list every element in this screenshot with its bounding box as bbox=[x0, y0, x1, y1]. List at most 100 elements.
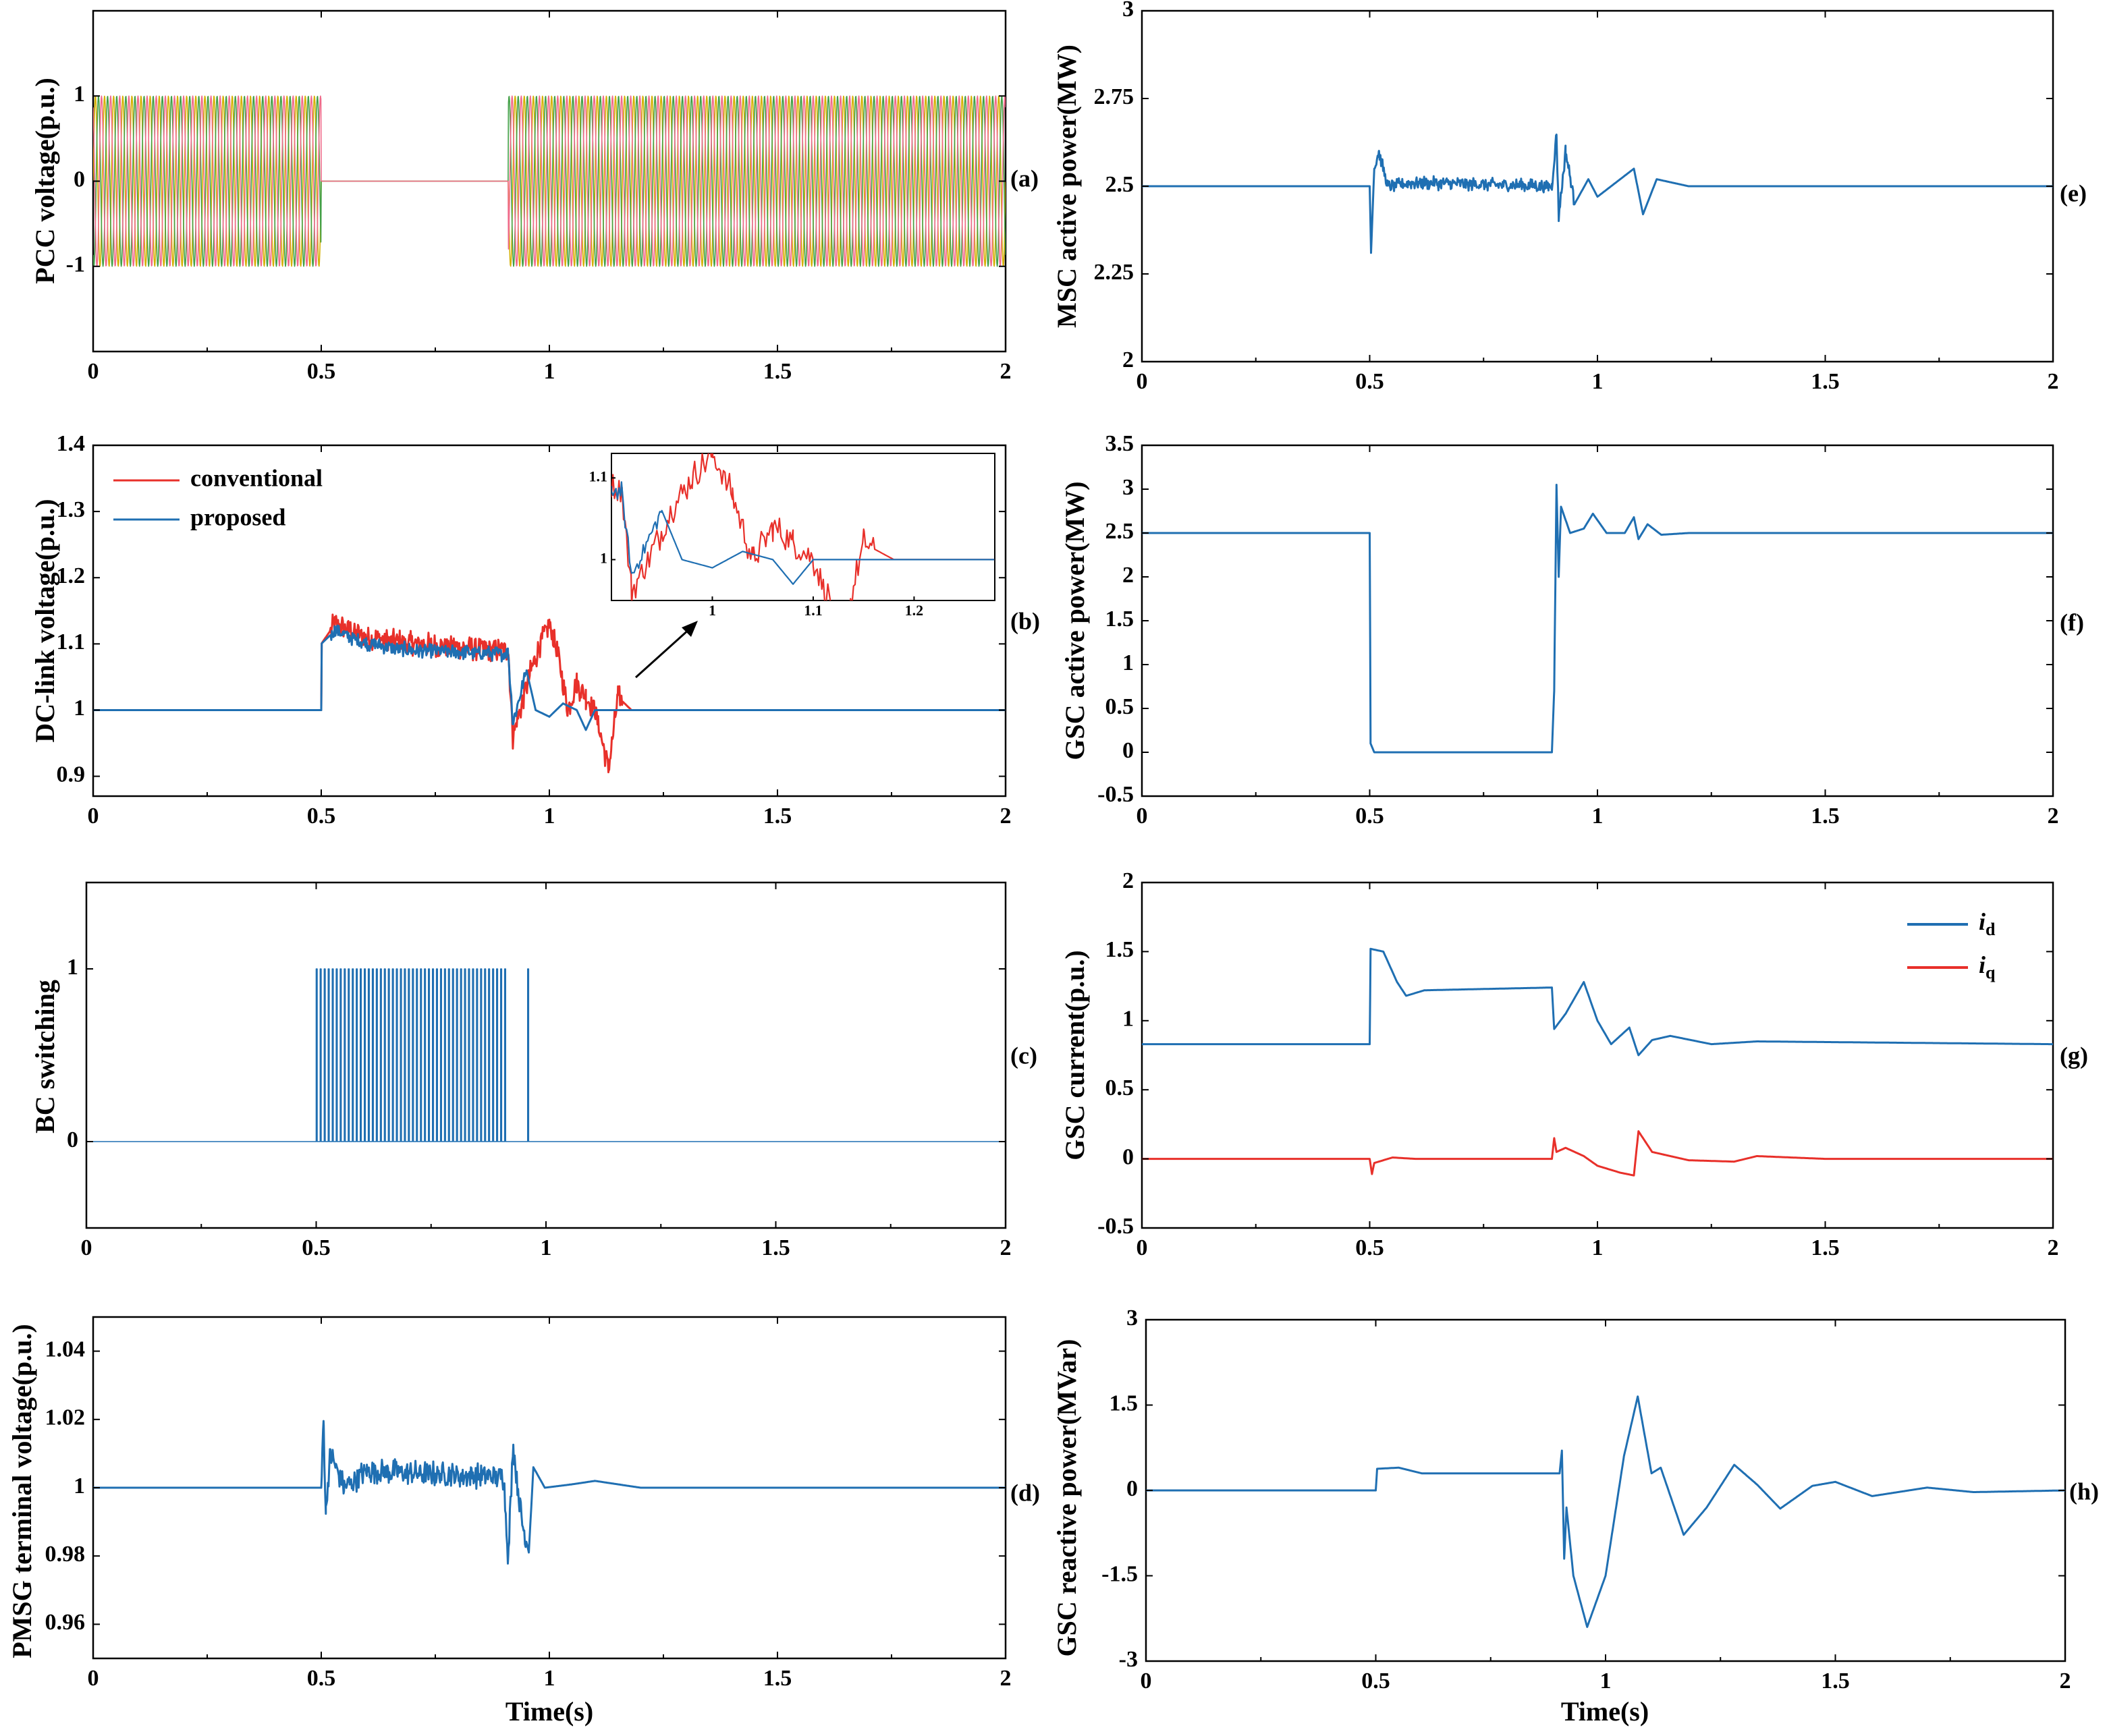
y-tick-label: 0 bbox=[1122, 738, 1134, 763]
x-tick-label: 1 bbox=[709, 602, 716, 619]
y-tick-label: 1.1 bbox=[589, 468, 608, 484]
series-group bbox=[1142, 947, 2053, 1177]
x-tick-label: 1.5 bbox=[1811, 1235, 1840, 1260]
series-group bbox=[93, 1420, 1006, 1565]
plot-frame bbox=[1141, 444, 2054, 797]
y-tick-label: 1 bbox=[74, 696, 85, 721]
y-tick-label: 0 bbox=[67, 1127, 78, 1152]
tick-group: 0 0.5 1 1.5 2-0.500.511.52 bbox=[1097, 868, 2058, 1260]
zoom-inset: 1 1.1 1.2 1 1.1 bbox=[589, 453, 995, 619]
y-tick-label: 1.5 bbox=[1110, 1391, 1139, 1416]
x-tick-label: 0 bbox=[88, 359, 99, 384]
panel-label: (f) bbox=[2060, 609, 2084, 636]
x-tick-label: 1 bbox=[1592, 369, 1604, 394]
x-axis-label: Time(s) bbox=[1561, 1696, 1649, 1727]
panel-label: (e) bbox=[2060, 179, 2087, 206]
x-tick-label: 0 bbox=[1137, 1235, 1148, 1260]
plot-frame bbox=[1141, 881, 2054, 1229]
series-line-phase-c bbox=[93, 95, 1006, 267]
series-line-proposed bbox=[93, 624, 1006, 731]
y-tick-label: 0.98 bbox=[45, 1542, 86, 1567]
series-line-switching bbox=[86, 968, 1006, 1142]
series-line-terminal-voltage bbox=[93, 1420, 1006, 1565]
x-tick-label: 2 bbox=[2048, 804, 2059, 829]
x-tick-label: 1.5 bbox=[763, 804, 792, 829]
plot-frame bbox=[85, 881, 1007, 1229]
series-line-phase-a bbox=[93, 95, 1006, 267]
series-line-gsc-power bbox=[1142, 484, 2053, 754]
y-tick-label: 1.1 bbox=[57, 629, 86, 654]
y-tick-label: 1 bbox=[74, 1474, 85, 1499]
tick-group: 0 0.5 1 1.5 2 0.9 1 1.1 1.2 1.3 1.4 bbox=[57, 431, 1012, 829]
x-tick-label: 2 bbox=[1000, 359, 1012, 384]
panel-label: (g) bbox=[2060, 1042, 2088, 1069]
inset-series-group bbox=[611, 453, 995, 600]
x-tick-label: 0.5 bbox=[1355, 1235, 1384, 1260]
y-tick-label: 2 bbox=[1122, 563, 1134, 588]
y-tick-label: -0.5 bbox=[1097, 1214, 1134, 1239]
y-tick-label: 0.5 bbox=[1105, 694, 1134, 719]
legend: conventional proposed bbox=[113, 464, 323, 530]
series-line-reactive-power bbox=[1146, 1395, 2065, 1628]
x-tick-label: 1 bbox=[1592, 1235, 1604, 1260]
x-tick-label: 0.5 bbox=[1355, 804, 1384, 829]
inset-frame bbox=[611, 453, 995, 601]
x-tick-label: 2 bbox=[2048, 1235, 2059, 1260]
panel-label: (h) bbox=[2069, 1478, 2099, 1505]
x-tick-label: 0 bbox=[1137, 369, 1148, 394]
y-tick-label: 2 bbox=[1122, 347, 1134, 372]
y-tick-label: 2 bbox=[1122, 868, 1134, 893]
y-tick-label: 2.75 bbox=[1094, 84, 1134, 109]
inset-tick-group: 1 1.1 1.2 1 1.1 bbox=[589, 468, 924, 619]
chart-msc-active-power: 0 0.5 1 1.5 2 2 2.25 2.5 2.75 3 MSC active power(… bbox=[1051, 0, 2087, 394]
legend-label-conventional: conventional bbox=[190, 464, 323, 491]
y-tick-label: -3 bbox=[1119, 1647, 1138, 1672]
legend-label-proposed: proposed bbox=[190, 503, 285, 530]
x-tick-label: 0.5 bbox=[307, 804, 336, 829]
x-tick-label: 0 bbox=[1137, 804, 1148, 829]
x-tick-label: 0 bbox=[1141, 1669, 1152, 1693]
x-tick-label: 1 bbox=[541, 1235, 552, 1260]
tick-group: 0 0.5 1 1.5 2 0.96 0.98 1 1.02 1.04 bbox=[45, 1317, 1012, 1691]
series-group bbox=[93, 613, 1006, 774]
x-tick-label: 0 bbox=[88, 804, 99, 829]
tick-group: 0 0.5 1 1.5 2 -3 -1.5 0 1.5 3 bbox=[1101, 1306, 2071, 1693]
panel-label: (d) bbox=[1010, 1479, 1040, 1506]
tick-group: 0 0.5 1 1.5 2 -1 0 1 bbox=[66, 11, 1012, 384]
zoom-arrow bbox=[634, 621, 698, 679]
y-tick-label: 1 bbox=[600, 549, 607, 566]
chart-gsc-current: 0 0.5 1 1.5 2-0.500.511.52 GSC current(p.u.)… bbox=[1060, 868, 2088, 1260]
series-group bbox=[1146, 1395, 2065, 1628]
y-tick-label: 2.5 bbox=[1105, 172, 1134, 197]
chart-gsc-reactive-power: 0 0.5 1 1.5 2 -3 -1.5 0 1.5 3 GSC reactive power(… bbox=[1051, 1306, 2099, 1727]
legend: id iq bbox=[1907, 908, 1996, 982]
x-tick-label: 0.5 bbox=[307, 359, 336, 384]
y-tick-label: 1.04 bbox=[45, 1337, 86, 1362]
series-group bbox=[93, 95, 1006, 267]
series-group bbox=[1142, 484, 2053, 754]
panel-label: (c) bbox=[1010, 1042, 1037, 1069]
y-tick-label: 1.4 bbox=[57, 431, 86, 456]
y-tick-label: 0.9 bbox=[57, 762, 86, 787]
y-tick-label: 1.3 bbox=[57, 497, 86, 522]
x-tick-label: 1 bbox=[1600, 1669, 1612, 1693]
y-tick-label: 1.02 bbox=[45, 1405, 86, 1430]
y-tick-label: 2.5 bbox=[1105, 519, 1134, 544]
y-axis-label: DC-link voltage(p.u.) bbox=[30, 499, 60, 742]
y-tick-label: 0.5 bbox=[1105, 1075, 1134, 1100]
x-tick-label: 1 bbox=[544, 359, 555, 384]
y-tick-label: 0 bbox=[74, 167, 85, 192]
y-tick-label: 1 bbox=[1122, 650, 1134, 675]
y-tick-label: 3 bbox=[1122, 475, 1134, 500]
x-tick-label: 1.5 bbox=[763, 359, 792, 384]
series-line-proposed bbox=[611, 481, 995, 585]
y-tick-label: 3.5 bbox=[1105, 431, 1134, 456]
y-tick-label: 1 bbox=[74, 82, 85, 107]
chart-dc-link-voltage: 0 0.5 1 1.5 2 0.9 1 1.1 1.2 1.3 1.4 DC-link voltag… bbox=[30, 431, 1040, 829]
tick-group: 0 0.5 1 1.5 2 2 2.25 2.5 2.75 3 bbox=[1094, 0, 2059, 394]
panel-label: (b) bbox=[1010, 607, 1040, 634]
y-axis-label: PMSG terminal voltage(p.u.) bbox=[7, 1324, 37, 1658]
y-tick-label: 1 bbox=[1122, 1007, 1134, 1032]
x-tick-label: 0.5 bbox=[1361, 1669, 1390, 1693]
series-line-i-q bbox=[1142, 1130, 2053, 1177]
